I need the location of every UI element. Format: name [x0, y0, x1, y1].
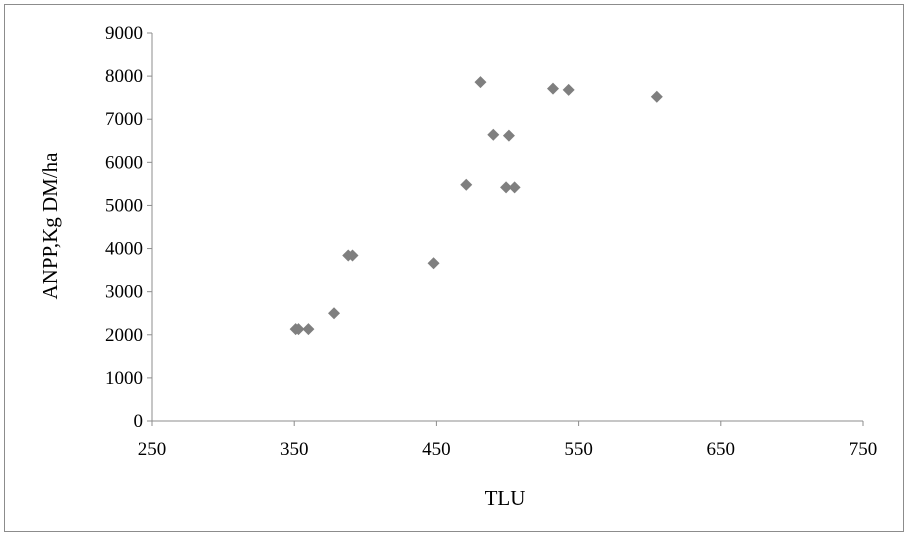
y-tick-label: 7000: [105, 109, 143, 130]
y-tick-label: 4000: [105, 239, 143, 260]
data-point: [328, 307, 341, 320]
x-axis-ticks: 250 350 450 550 650 750: [138, 421, 878, 460]
y-tick-label: 9000: [105, 23, 143, 44]
data-point: [460, 178, 473, 191]
data-point: [547, 82, 560, 95]
x-tick-label: 650: [707, 439, 736, 460]
data-point: [650, 90, 663, 103]
x-tick-label: 250: [138, 439, 167, 460]
y-axis-ticks: 0 1000 2000 3000 4000 5000 6000 7000 8000 9000: [105, 23, 152, 432]
y-tick-label: 1000: [105, 368, 143, 389]
data-point: [500, 181, 513, 194]
data-point: [427, 257, 440, 270]
data-point: [487, 128, 500, 141]
x-axis-title: TLU: [485, 486, 526, 510]
data-point: [502, 129, 515, 142]
data-point: [292, 323, 305, 336]
y-tick-label: 5000: [105, 195, 143, 216]
y-tick-label: 2000: [105, 325, 143, 346]
x-tick-label: 350: [280, 439, 309, 460]
data-points: [289, 76, 663, 336]
y-axis-title: ANPP,Kg DM/ha: [38, 152, 62, 300]
y-tick-label: 6000: [105, 152, 143, 173]
chart-frame: [4, 4, 904, 532]
x-tick-label: 450: [422, 439, 451, 460]
x-tick-label: 550: [564, 439, 593, 460]
x-tick-label: 750: [849, 439, 878, 460]
y-tick-label: 8000: [105, 66, 143, 87]
data-point: [302, 323, 315, 336]
data-point: [562, 83, 575, 96]
data-point: [508, 181, 521, 194]
data-point: [346, 249, 359, 262]
y-tick-label: 3000: [105, 282, 143, 303]
data-point: [474, 76, 487, 89]
y-tick-label: 0: [134, 411, 144, 432]
